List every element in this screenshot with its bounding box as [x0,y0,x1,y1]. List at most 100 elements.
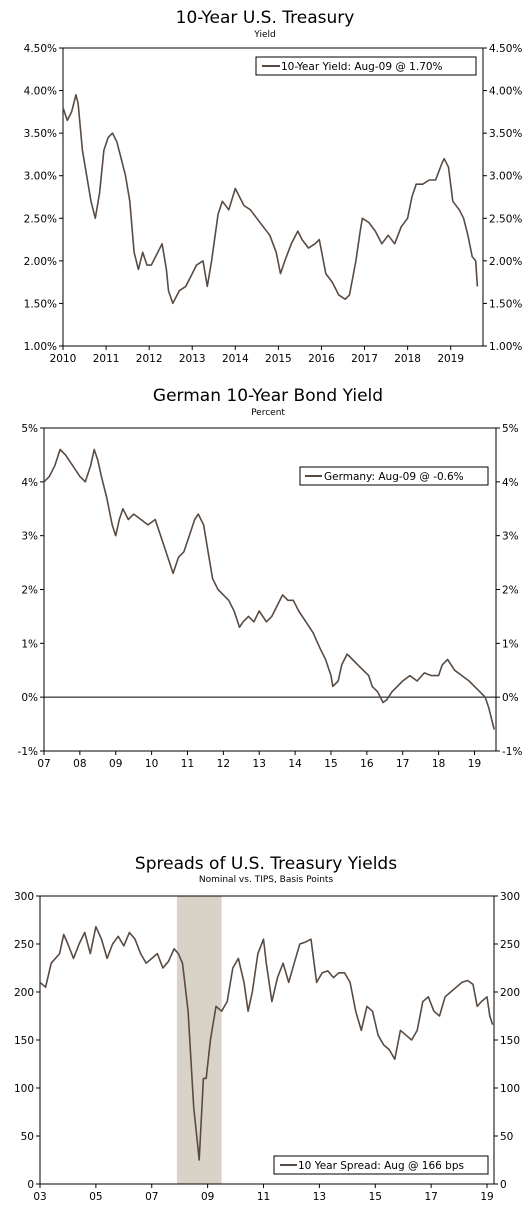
chart-subtitle: Nominal vs. TIPS, Basis Points [199,875,334,885]
chart-german-bond: German 10-Year Bond Yield Percent -1% -1%… [18,386,523,770]
y-tick-label-left: 4% [21,477,38,489]
y-tick-label-right: 100 [500,1083,520,1095]
series-line [43,448,495,730]
y-tick-label-right: 2.00% [489,256,522,268]
y-tick-label-right: 5% [502,423,519,435]
y-tick-label-left: 150 [14,1035,34,1047]
y-tick-label-left: 1.50% [24,298,57,310]
y-tick-label-left: 3.50% [24,128,57,140]
y-tick-label-right: 1.00% [489,341,522,353]
legend: Germany: Aug-09 @ -0.6% [299,466,489,486]
x-tick-label: 13 [253,758,266,770]
y-tick-label-right: 200 [500,987,520,999]
legend: 10 Year Spread: Aug @ 166 bps [273,1155,489,1175]
y-tick-label-left: 0 [27,1179,34,1191]
y-tick-label-right: 3.50% [489,128,522,140]
axis-ticks: 1.00% 1.00% 1.50% 1.50% 2.00% 2.00% 2.50% 2.50%… [24,43,523,365]
y-tick-label-right: 3% [502,531,519,543]
y-tick-label-right: 3.00% [489,171,522,183]
recession-shading [176,896,222,1184]
y-tick-label-right: 4.50% [489,43,522,55]
y-tick-label-left: 5% [21,423,38,435]
legend-box [273,1155,489,1175]
y-tick-label-left: 4.00% [24,86,57,98]
x-tick-label: 07 [145,1191,158,1203]
x-tick-label: 2011 [93,353,120,365]
legend-label: Germany: Aug-09 @ -0.6% [324,471,464,483]
y-tick-label-left: 1.00% [24,341,57,353]
y-tick-label-left: 300 [14,891,34,903]
x-tick-label: 2015 [265,353,292,365]
x-tick-label: 08 [73,758,86,770]
y-tick-label-left: 2% [21,585,38,597]
x-tick-label: 17 [396,758,409,770]
chart-us-treasury: 10-Year U.S. Treasury Yield 1.00% 1.00%1.… [24,8,523,365]
x-tick-label: 15 [369,1191,382,1203]
x-tick-label: 03 [33,1191,46,1203]
chart-title: Spreads of U.S. Treasury Yields [135,854,397,874]
x-tick-label: 2010 [50,353,77,365]
y-tick-label-left: 2.50% [24,213,57,225]
x-tick-label: 10 [145,758,158,770]
y-tick-label-right: 0 [500,1179,507,1191]
y-tick-label-right: 300 [500,891,520,903]
x-tick-label: 2018 [394,353,421,365]
y-tick-label-left: 2.00% [24,256,57,268]
x-tick-label: 2017 [351,353,378,365]
x-tick-label: 19 [480,1191,493,1203]
x-tick-label: 07 [37,758,50,770]
x-tick-label: 09 [201,1191,214,1203]
legend-box [255,56,477,76]
x-tick-label: 05 [89,1191,102,1203]
x-tick-label: 13 [313,1191,326,1203]
y-tick-label-right: 2% [502,585,519,597]
chart-title: German 10-Year Bond Yield [153,386,383,406]
y-tick-label-left: 3.00% [24,171,57,183]
y-tick-label-right: 4% [502,477,519,489]
x-tick-label: 2012 [136,353,163,365]
y-tick-label-right: 250 [500,939,520,951]
y-tick-label-left: 100 [14,1083,34,1095]
y-tick-label-left: 200 [14,987,34,999]
legend: 10-Year Yield: Aug-09 @ 1.70% [255,56,477,76]
x-tick-label: 15 [324,758,337,770]
y-tick-label-right: 0% [502,692,519,704]
y-tick-label-left: 50 [21,1131,34,1143]
y-tick-label-right: 1% [502,638,519,650]
chart-subtitle: Yield [253,30,275,40]
x-tick-label: 16 [360,758,374,770]
y-tick-label-left: 1% [21,638,38,650]
x-tick-label: 11 [181,758,194,770]
y-tick-label-left: 3% [21,531,38,543]
chart-title: 10-Year U.S. Treasury [176,8,355,28]
x-tick-label: 09 [109,758,122,770]
y-tick-label-right: 2.50% [489,213,522,225]
plot-frame [39,895,495,1185]
y-tick-label-left: 0% [21,692,38,704]
series-line [39,925,494,1161]
y-tick-label-right: 1.50% [489,298,522,310]
x-tick-label: 2013 [179,353,206,365]
series-line [62,94,479,305]
y-tick-label-left: -1% [18,746,38,758]
x-tick-label: 18 [432,758,445,770]
legend-box [299,466,489,486]
y-tick-label-left: 4.50% [24,43,57,55]
y-tick-label-right: 150 [500,1035,520,1047]
legend-label: 10 Year Spread: Aug @ 166 bps [298,1160,464,1172]
x-tick-label: 2019 [437,353,464,365]
x-tick-label: 17 [424,1191,437,1203]
x-tick-label: 14 [288,758,302,770]
chart-subtitle: Percent [251,408,285,418]
y-tick-label-right: -1% [502,746,522,758]
y-tick-label-left: 250 [14,939,34,951]
legend-label: 10-Year Yield: Aug-09 @ 1.70% [281,61,443,73]
plot-frame [62,47,484,347]
axis-ticks: -1% -1% 0% 0% 1% 1% 2% 2% 3% 3% 4% 4% 5% 5% 07 08 09 10 11… [18,423,523,770]
chart-treasury-spreads: Spreads of U.S. Treasury Yields Nominal … [14,854,520,1203]
y-tick-label-right: 4.00% [489,86,522,98]
x-tick-label: 11 [257,1191,270,1203]
x-tick-label: 19 [468,758,481,770]
y-tick-label-right: 50 [500,1131,513,1143]
